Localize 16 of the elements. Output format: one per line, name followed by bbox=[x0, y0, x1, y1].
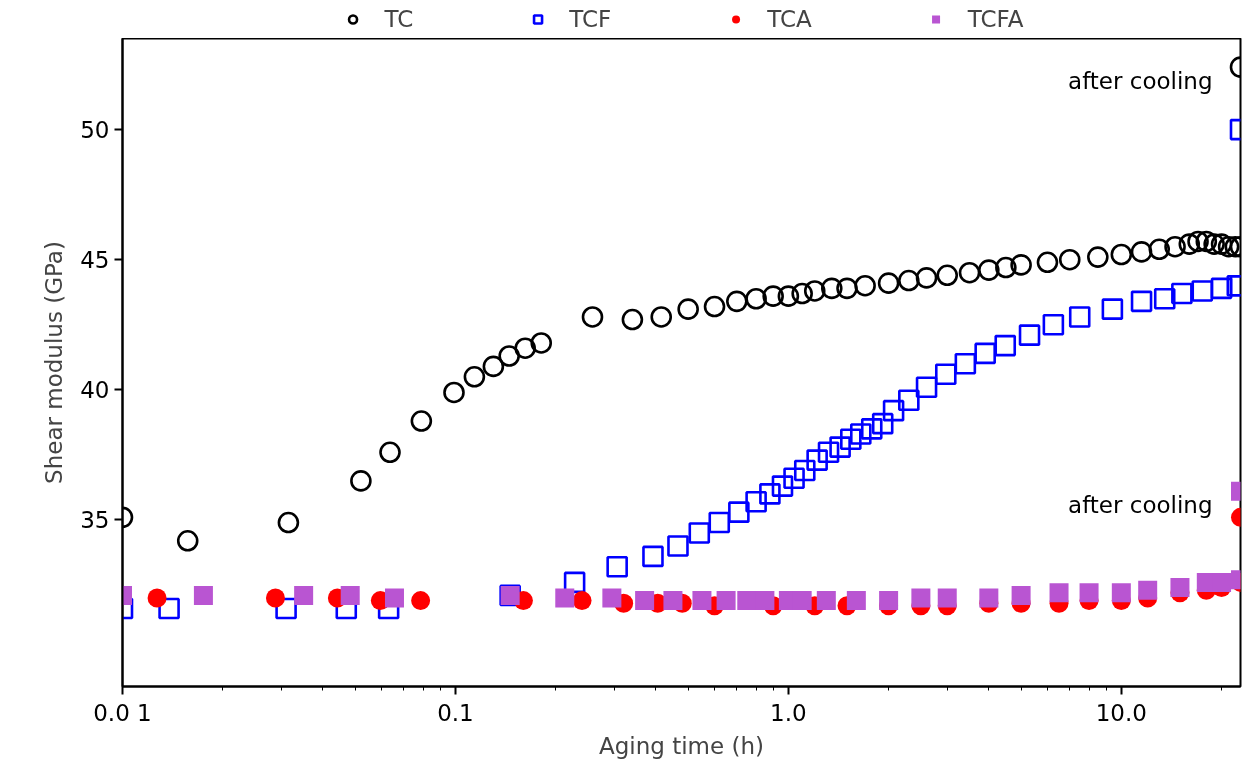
x-tick-label: 0.1 bbox=[437, 699, 474, 726]
x-tick-label: 1.0 bbox=[770, 699, 807, 726]
annotation: after cooling bbox=[1068, 492, 1213, 519]
y-tick-label: 35 bbox=[80, 507, 110, 534]
y-tick-label: 40 bbox=[80, 377, 110, 404]
x-tick-label: 10.0 bbox=[1095, 699, 1147, 726]
legend-label: TCA bbox=[767, 6, 812, 32]
y-axis-title: Shear modulus (GPa) bbox=[41, 241, 68, 484]
x-tick-label: 0.0 1 bbox=[93, 699, 152, 726]
legend-label: TCFA bbox=[967, 6, 1024, 32]
legend-label: TCF bbox=[569, 6, 612, 32]
y-tick-label: 50 bbox=[80, 117, 110, 144]
y-tick-label: 45 bbox=[80, 247, 110, 274]
legend-label: TC bbox=[384, 6, 414, 32]
annotation: after cooling bbox=[1068, 68, 1213, 95]
x-axis-title: Aging time (h) bbox=[599, 732, 765, 759]
